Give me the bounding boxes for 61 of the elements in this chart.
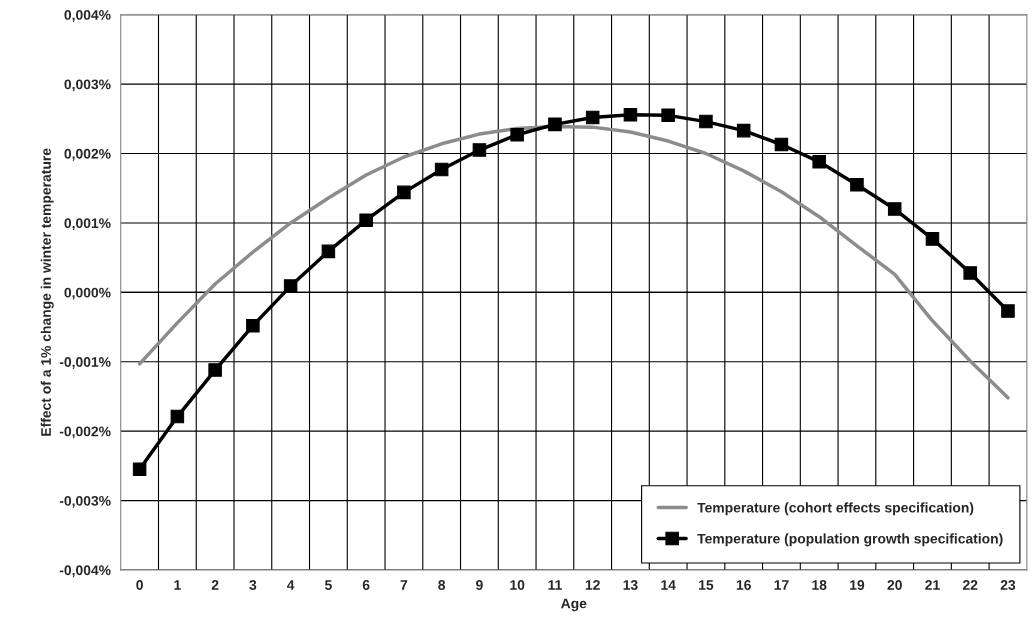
point — [585, 110, 600, 125]
y-tick-label: -0,001% — [59, 357, 111, 369]
point — [736, 123, 751, 138]
x-tick-label: 15 — [699, 580, 714, 590]
x-tick-label: 18 — [812, 580, 827, 590]
point — [661, 108, 675, 123]
point — [132, 462, 147, 477]
x-tick-label: 16 — [736, 580, 751, 590]
point — [283, 279, 298, 293]
x-tick-label: 5 — [324, 580, 332, 590]
y-tick-label: 0,004% — [64, 10, 111, 22]
x-tick-label: 13 — [623, 580, 638, 590]
x-tick-label: 17 — [774, 580, 789, 590]
point — [397, 185, 411, 200]
y-tick-label: -0,002% — [59, 426, 111, 439]
point — [850, 177, 864, 192]
y-tick-label: -0,004% — [59, 565, 111, 578]
x-tick-label: 3 — [249, 580, 257, 590]
point — [774, 137, 789, 152]
x-tick-label: 20 — [887, 580, 902, 590]
y-tick-label: 0,001% — [64, 218, 111, 231]
point — [321, 244, 336, 259]
x-tick-label: 14 — [661, 580, 676, 590]
point — [1001, 304, 1015, 318]
point — [434, 162, 449, 177]
x-tick-label: 2 — [211, 580, 219, 590]
point — [472, 143, 487, 157]
y-tick-label: 0,002% — [64, 148, 111, 161]
x-tick-label: 4 — [286, 580, 295, 590]
legend-label: Temperature (population growth specification) — [697, 533, 1003, 547]
y-axis-title: Effect of a 1% change in winter temperature — [40, 148, 54, 436]
y-tick-label: 0,000% — [64, 287, 111, 300]
x-tick-label: 23 — [1000, 580, 1016, 590]
point — [623, 107, 638, 122]
x-tick-label: 22 — [962, 580, 978, 590]
point — [812, 155, 826, 169]
point — [359, 213, 373, 227]
x-tick-label: 10 — [510, 580, 525, 590]
x-tick-label: 1 — [174, 580, 181, 590]
point — [925, 232, 940, 246]
point — [887, 202, 902, 216]
point — [246, 318, 260, 333]
x-tick-label: 9 — [476, 580, 483, 590]
point — [963, 266, 977, 280]
x-tick-label: 7 — [400, 580, 408, 590]
x-tick-label: 21 — [925, 580, 940, 590]
x-tick-label: 19 — [850, 580, 865, 590]
point — [510, 128, 524, 142]
point — [548, 117, 562, 132]
x-axis-title: Age — [561, 598, 587, 612]
point — [699, 114, 713, 129]
y-tick-label: 0,003% — [64, 79, 111, 92]
x-tick-label: 6 — [362, 580, 370, 590]
x-tick-label: 11 — [548, 580, 562, 590]
point — [208, 363, 222, 377]
legend-label: Temperature (cohort effects specification) — [697, 502, 974, 516]
y-tick-label: -0,003% — [59, 495, 111, 508]
x-tick-label: 0 — [136, 580, 143, 590]
x-tick-label: 12 — [585, 580, 600, 590]
x-tick-label: 8 — [438, 580, 446, 590]
point — [170, 409, 185, 424]
